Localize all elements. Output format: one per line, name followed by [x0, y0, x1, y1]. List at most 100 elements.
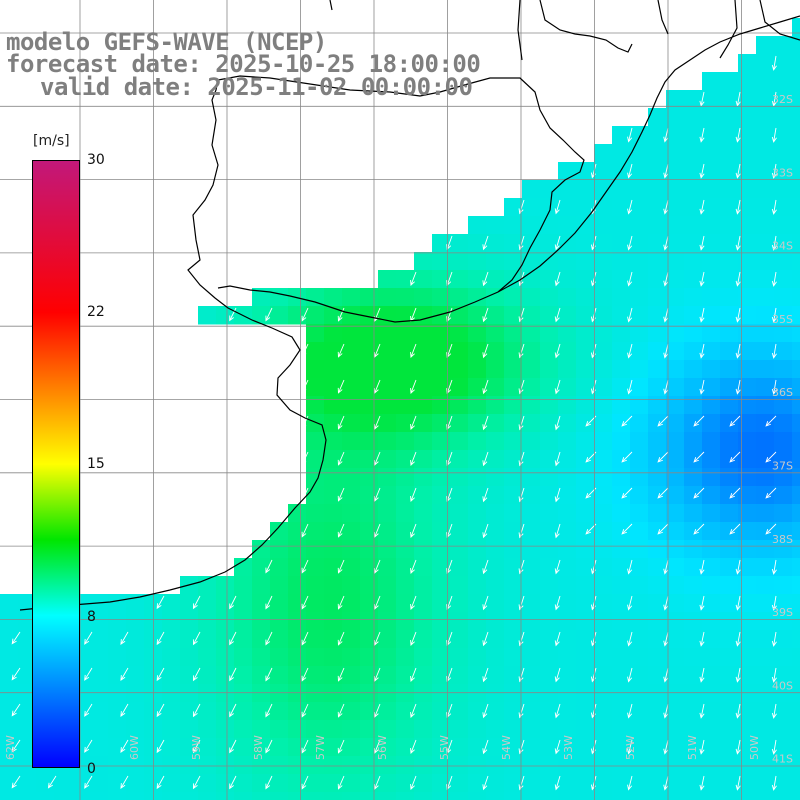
- wind-speed-cell: [468, 648, 487, 667]
- wind-arrow: [699, 343, 705, 359]
- wind-speed-cell: [684, 504, 703, 523]
- wind-speed-cell: [360, 792, 379, 800]
- wind-arrow: [518, 199, 525, 215]
- wind-speed-cell: [450, 630, 469, 649]
- wind-speed-cell: [774, 540, 793, 559]
- wind-arrow: [621, 415, 633, 427]
- wind-speed-cell: [612, 720, 631, 739]
- wind-speed-cell: [198, 612, 217, 631]
- wind-arrow: [482, 307, 489, 323]
- wind-speed-cell: [702, 288, 721, 307]
- wind-speed-cell: [270, 630, 289, 649]
- wind-speed-cell: [270, 594, 289, 613]
- wind-speed-cell: [180, 720, 199, 739]
- wind-arrow: [482, 667, 489, 683]
- wind-speed-cell: [432, 288, 451, 307]
- wind-speed-cell: [522, 594, 541, 613]
- wind-speed-cell: [594, 792, 613, 800]
- wind-speed-cell: [378, 666, 397, 685]
- wind-speed-cell: [324, 792, 343, 800]
- wind-speed-cell: [738, 522, 757, 541]
- wind-speed-cell: [738, 144, 757, 163]
- wind-arrow: [554, 739, 561, 755]
- wind-speed-cell: [414, 288, 433, 307]
- wind-arrow: [156, 667, 165, 682]
- wind-speed-cell: [612, 738, 631, 757]
- wind-speed-cell: [774, 792, 793, 800]
- wind-arrow: [373, 595, 381, 610]
- wind-arrow: [627, 595, 633, 611]
- wind-arrow: [120, 775, 129, 789]
- wind-speed-cell: [630, 234, 649, 253]
- wind-speed-cell: [540, 468, 559, 487]
- wind-arrow: [482, 271, 489, 287]
- wind-speed-cell: [720, 288, 739, 307]
- wind-speed-cell: [270, 648, 289, 667]
- wind-speed-cell: [540, 648, 559, 667]
- wind-speed-cell: [0, 702, 19, 721]
- wind-speed-cell: [126, 684, 145, 703]
- wind-speed-cell: [396, 684, 415, 703]
- wind-speed-cell: [270, 774, 289, 793]
- wind-speed-cell: [306, 630, 325, 649]
- wind-speed-cell: [522, 234, 541, 253]
- wind-speed-cell: [576, 504, 595, 523]
- wind-speed-cell: [306, 558, 325, 577]
- wind-arrow: [621, 523, 633, 535]
- wind-speed-cell: [432, 324, 451, 343]
- wind-speed-cell: [702, 774, 721, 793]
- wind-speed-cell: [558, 432, 577, 451]
- wind-speed-cell: [540, 324, 559, 343]
- wind-speed-cell: [558, 162, 577, 181]
- wind-speed-cell: [756, 396, 775, 415]
- wind-speed-cell: [378, 576, 397, 595]
- wind-speed-cell: [576, 702, 595, 721]
- wind-speed-cell: [324, 342, 343, 361]
- wind-speed-cell: [378, 414, 397, 433]
- wind-speed-cell: [504, 720, 523, 739]
- wind-arrow: [337, 595, 345, 610]
- wind-speed-cell: [414, 306, 433, 325]
- wind-speed-cell: [684, 576, 703, 595]
- wind-speed-cell: [324, 504, 343, 523]
- wind-speed-cell: [792, 378, 800, 397]
- wind-speed-cell: [504, 630, 523, 649]
- wind-speed-cell: [792, 396, 800, 415]
- wind-speed-cell: [666, 720, 685, 739]
- wind-speed-cell: [594, 306, 613, 325]
- wind-speed-cell: [324, 468, 343, 487]
- wind-speed-cell: [666, 198, 685, 217]
- wind-speed-cell: [774, 720, 793, 739]
- wind-speed-cell: [774, 684, 793, 703]
- wind-speed-cell: [396, 432, 415, 451]
- wind-speed-cell: [468, 612, 487, 631]
- wind-speed-cell: [378, 612, 397, 631]
- wind-arrow: [410, 595, 417, 611]
- wind-speed-cell: [288, 522, 307, 541]
- wind-speed-cell: [342, 450, 361, 469]
- wind-speed-cell: [612, 324, 631, 343]
- wind-arrow: [663, 703, 669, 719]
- wind-speed-cell: [792, 18, 800, 37]
- wind-speed-cell: [648, 198, 667, 217]
- wind-speed-cell: [522, 576, 541, 595]
- wind-speed-cell: [468, 486, 487, 505]
- wind-speed-cell: [288, 738, 307, 757]
- wind-speed-cell: [486, 558, 505, 577]
- wind-speed-cell: [630, 162, 649, 181]
- wind-speed-cell: [54, 792, 73, 800]
- wind-speed-cell: [306, 288, 325, 307]
- wind-speed-cell: [684, 180, 703, 199]
- wind-speed-cell: [594, 360, 613, 379]
- wind-speed-cell: [666, 612, 685, 631]
- wind-speed-cell: [486, 612, 505, 631]
- wind-speed-cell: [594, 720, 613, 739]
- wind-speed-cell: [486, 450, 505, 469]
- wind-speed-cell: [756, 522, 775, 541]
- wind-arrow: [482, 631, 489, 647]
- wind-speed-cell: [702, 216, 721, 235]
- wind-speed-cell: [684, 162, 703, 181]
- wind-speed-cell: [342, 630, 361, 649]
- wind-speed-cell: [666, 270, 685, 289]
- wind-speed-cell: [738, 630, 757, 649]
